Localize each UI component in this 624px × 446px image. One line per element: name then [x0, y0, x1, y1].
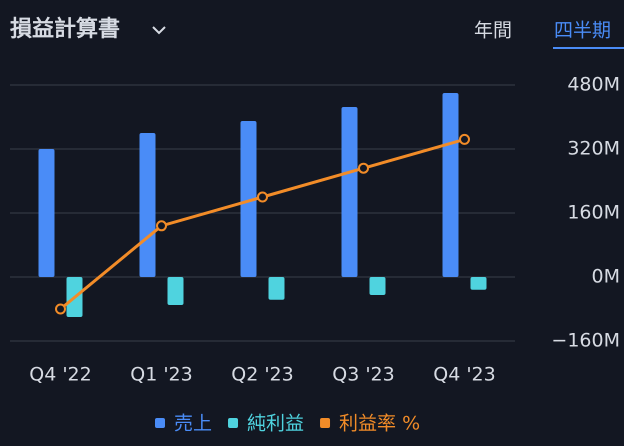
x-tick-label: Q2 '23 [231, 364, 293, 386]
y-tick-label: 0M [592, 266, 620, 288]
y-tick-label: 160M [567, 202, 620, 224]
legend-label: 利益率 % [339, 413, 420, 435]
bar [341, 107, 358, 277]
legend-label: 売上 [174, 413, 212, 435]
x-tick-label: Q4 '23 [433, 364, 495, 386]
line-point [156, 220, 167, 232]
legend-swatch [228, 418, 239, 428]
y-tick-label: 320M [567, 138, 620, 160]
bar [470, 277, 487, 290]
bar [442, 93, 459, 277]
legend-swatch [155, 418, 165, 428]
legend-label: 純利益 [247, 413, 304, 435]
bar [38, 149, 55, 277]
legend-swatch [320, 418, 331, 428]
tab-selected[interactable]: 四半期 [554, 20, 611, 42]
x-tick-label: Q1 '23 [130, 364, 192, 386]
bar [240, 121, 257, 277]
line [59, 137, 465, 311]
line-point [459, 133, 470, 145]
x-tick-label: Q3 '23 [332, 364, 394, 386]
y-tick-label: −160M [551, 330, 620, 352]
line-point [55, 303, 66, 315]
bar [139, 133, 156, 277]
line-point [358, 162, 369, 174]
x-tick-label: Q4 '22 [29, 364, 91, 386]
bar [167, 277, 184, 305]
bar [268, 277, 285, 300]
tab[interactable]: 年間 [474, 20, 512, 42]
page-title: 損益計算書 [10, 16, 120, 42]
dropdown-chevron[interactable] [152, 26, 166, 35]
line-point [257, 191, 268, 203]
bar [369, 277, 386, 295]
y-tick-label: 480M [567, 74, 620, 96]
